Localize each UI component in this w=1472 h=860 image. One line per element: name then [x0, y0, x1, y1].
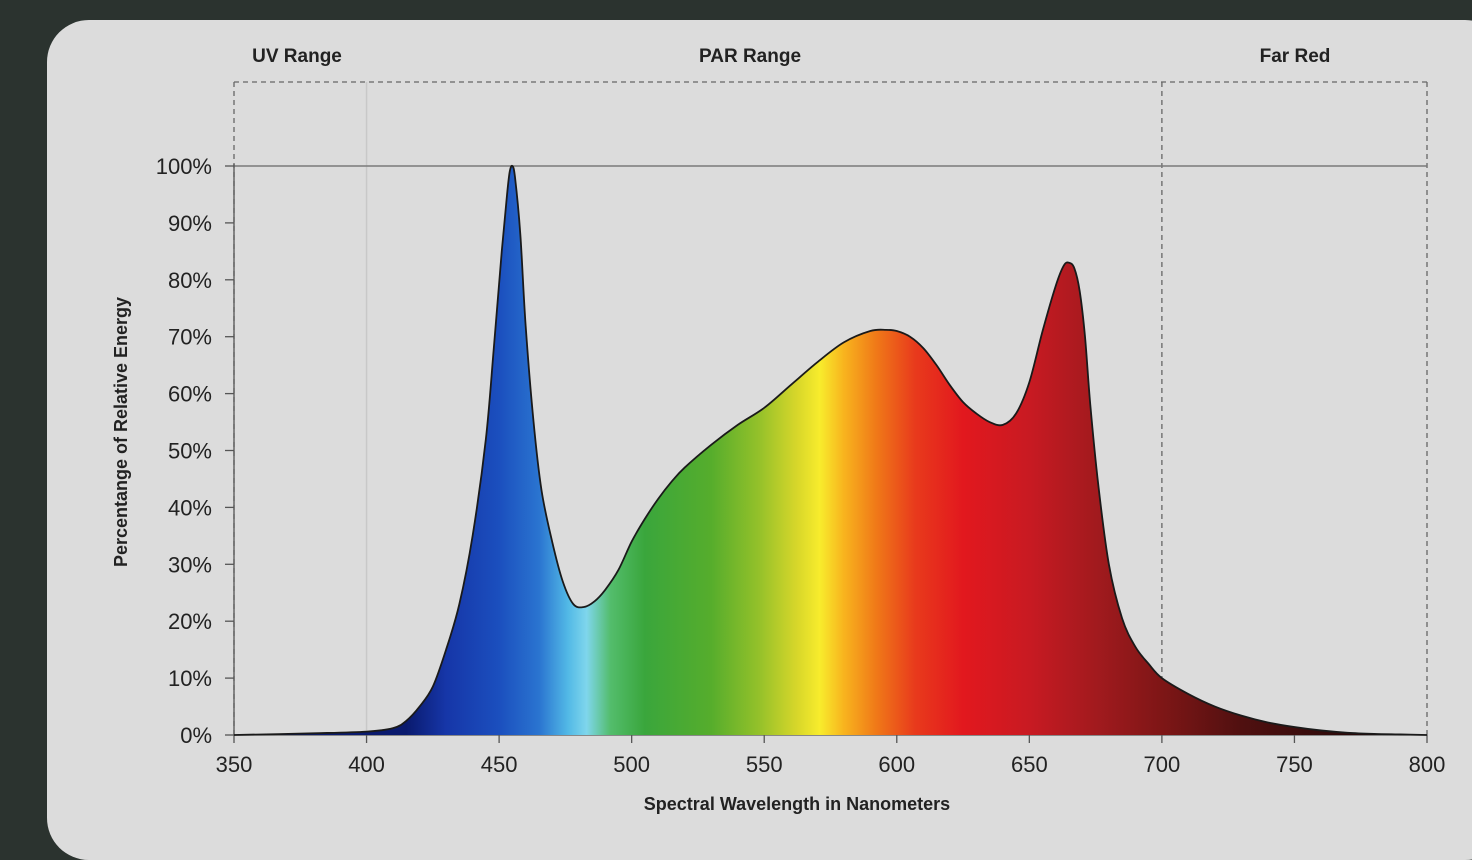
- chart-card: UV Range PAR Range Far Red 0% 10% 20% 30% 40% 50…: [47, 20, 1472, 860]
- spectrum-outline: [233, 164, 1428, 736]
- region-label: UV Range: [252, 46, 342, 67]
- x-tick-label: 350: [216, 752, 253, 777]
- y-tick-label: 70%: [168, 325, 212, 350]
- y-tick-label: 50%: [168, 439, 212, 464]
- x-tick-label: 550: [746, 752, 783, 777]
- y-tick-label: 90%: [168, 211, 212, 236]
- y-tick-label: 100%: [156, 154, 212, 179]
- x-tick-label: 750: [1276, 752, 1313, 777]
- y-axis-title: Percentange of Relative Energy: [111, 297, 131, 567]
- x-tick-label: 600: [878, 752, 915, 777]
- y-tick-label: 0%: [180, 723, 212, 748]
- x-tick-label: 500: [613, 752, 650, 777]
- y-tick-label: 60%: [168, 382, 212, 407]
- x-tick-label: 650: [1011, 752, 1048, 777]
- region-label: Far Red: [1260, 46, 1331, 67]
- spectrum-area: [233, 164, 1428, 736]
- x-tick-label: 400: [348, 752, 385, 777]
- x-tick-label: 450: [481, 752, 518, 777]
- y-tick-label: 20%: [168, 609, 212, 634]
- x-tick-label: 800: [1409, 752, 1446, 777]
- x-tick-label: 700: [1144, 752, 1181, 777]
- spectrum-fill: [234, 165, 1427, 735]
- spectrum-chart: UV Range PAR Range Far Red 0% 10% 20% 30% 40% 50…: [111, 46, 1445, 814]
- y-tick-label: 30%: [168, 552, 212, 577]
- y-tick-label: 40%: [168, 495, 212, 520]
- region-label: PAR Range: [699, 46, 801, 67]
- labels: UV Range PAR Range Far Red 0% 10% 20% 30% 40% 50…: [111, 46, 1445, 814]
- x-axis-title: Spectral Wavelength in Nanometers: [644, 794, 950, 814]
- y-tick-label: 10%: [168, 666, 212, 691]
- y-tick-label: 80%: [168, 268, 212, 293]
